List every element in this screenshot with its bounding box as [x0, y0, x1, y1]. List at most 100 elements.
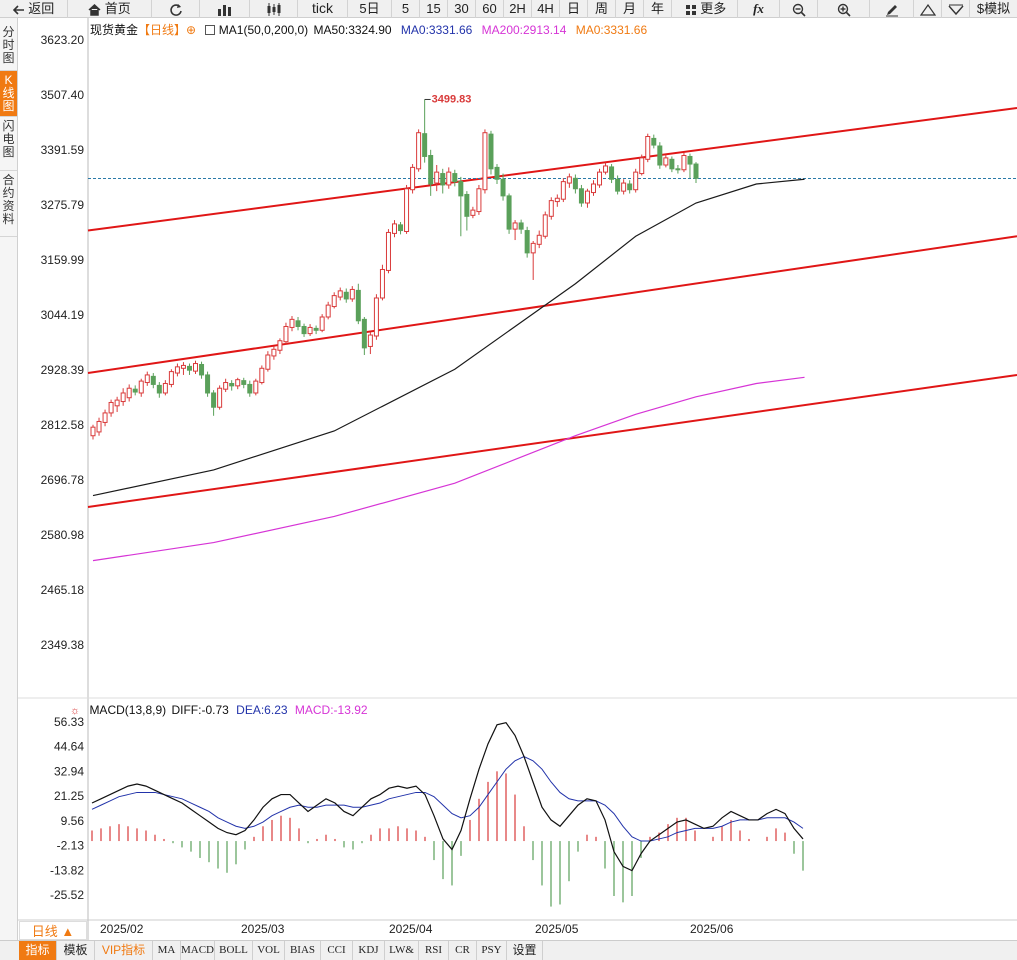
period-3-button[interactable]: 30	[448, 0, 476, 18]
period-1-button[interactable]: 5	[392, 0, 420, 18]
max-price-label: 3499.83	[432, 93, 472, 105]
indicator-tab-6[interactable]: VOL	[253, 941, 285, 960]
kline-chart[interactable]: 3623.203507.403391.593275.793159.993044.…	[0, 0, 1017, 940]
candle-body	[205, 374, 211, 394]
period-selector-button[interactable]: 日线 ▲	[19, 921, 87, 940]
candle-body	[651, 137, 657, 146]
price-tick-label: 2928.39	[41, 363, 85, 377]
indicator-tab-2[interactable]: VIP指标	[95, 941, 153, 960]
refresh-button[interactable]	[152, 0, 200, 18]
candle-body	[114, 399, 120, 407]
back-button[interactable]: 返回	[0, 0, 68, 18]
candle-body	[319, 316, 325, 331]
indicator-tab-8[interactable]: CCI	[321, 941, 353, 960]
candle-body	[681, 155, 687, 171]
triangle-up-button[interactable]	[914, 0, 942, 18]
simulate-button[interactable]: $模拟	[976, 1, 1011, 16]
candle-body	[500, 178, 506, 197]
candle-body	[506, 195, 512, 230]
ma-indicator-name: MA1(50,0,200,0)	[218, 23, 309, 37]
main-chart-legend: 现货黄金【日线】⊕ MA1(50,0,200,0) MA50:3324.90 M…	[90, 21, 647, 38]
indicator-tab-0[interactable]: 指标	[19, 941, 57, 960]
period-6-button[interactable]: 4H	[532, 0, 560, 18]
tab-kline[interactable]: K线图	[0, 71, 17, 117]
indicator-toggle-icon[interactable]	[205, 25, 216, 35]
indicator-tab-13[interactable]: PSY	[477, 941, 507, 960]
candle-body	[675, 168, 681, 171]
candle-body	[265, 354, 271, 370]
macd-tick-label: -25.52	[50, 888, 84, 902]
candle-body	[446, 171, 452, 186]
price-tick-label: 3391.59	[41, 143, 85, 157]
candle-body	[512, 222, 518, 230]
macd-diff-line	[91, 722, 804, 872]
indicator-tab-1[interactable]: 模板	[57, 941, 95, 960]
tab-timeshare[interactable]: 分时图	[0, 23, 17, 71]
indicator-tab-11[interactable]: RSI	[419, 941, 449, 960]
indicator-tab-14[interactable]: 设置	[507, 941, 543, 960]
candle-body	[536, 234, 542, 245]
period-9-button[interactable]: 月	[616, 0, 644, 18]
candle-body	[458, 181, 464, 197]
formula-button[interactable]: fx	[738, 0, 780, 18]
candle-body	[325, 304, 331, 318]
indicator-tab-12[interactable]: CR	[449, 941, 477, 960]
chart-type-button[interactable]	[200, 0, 250, 18]
zoom-in-button[interactable]	[818, 0, 870, 18]
triangle-down-button[interactable]	[942, 0, 970, 18]
candle-body	[597, 171, 603, 186]
pencil-icon	[885, 1, 899, 17]
indicator-tab-5[interactable]: BOLL	[215, 941, 253, 960]
draw-button[interactable]	[870, 0, 914, 18]
candlestick-button[interactable]	[250, 0, 298, 18]
candle-body	[307, 326, 313, 335]
macd-legend: ☼ MACD(13,8,9) DIFF:-0.73 DEA:6.23 MACD:…	[70, 703, 368, 717]
candlestick-icon	[265, 1, 283, 17]
indicator-tab-3[interactable]: MA	[153, 941, 181, 960]
candle-body	[168, 371, 174, 385]
price-tick-label: 2696.78	[41, 473, 85, 487]
macd-tick-label: 21.25	[54, 789, 84, 803]
macd-settings-icon[interactable]: ☼	[70, 705, 81, 717]
zoom-out-button[interactable]	[780, 0, 818, 18]
candle-body	[566, 176, 572, 184]
candle-body	[199, 363, 205, 376]
macd-diff-value: DIFF:-0.73	[171, 703, 229, 717]
tick-button[interactable]: tick	[298, 0, 348, 18]
macd-tick-label: -2.13	[57, 839, 85, 853]
period-0-button[interactable]: 5日	[348, 0, 392, 18]
candle-body	[440, 173, 446, 186]
time-tick-label: 2025/02	[100, 922, 144, 936]
period-7-button[interactable]: 日	[560, 0, 588, 18]
indicator-tab-10[interactable]: LW&	[385, 941, 419, 960]
tab-contract-info[interactable]: 合约资料	[0, 171, 17, 237]
period-10-button[interactable]: 年	[644, 0, 672, 18]
candle-body	[542, 214, 548, 237]
candle-body	[162, 382, 168, 394]
period-4-button[interactable]: 60	[476, 0, 504, 18]
home-button[interactable]: 首页	[68, 0, 152, 18]
settings-circle-icon[interactable]: ⊕	[186, 23, 197, 37]
tab-flash-chart[interactable]: 闪电图	[0, 117, 17, 171]
candle-body	[289, 318, 295, 328]
indicator-tab-7[interactable]: BIAS	[285, 941, 321, 960]
indicator-tab-4[interactable]: MACD	[181, 941, 215, 960]
period-label: 【日线】	[138, 23, 187, 37]
candle-body	[90, 426, 96, 437]
period-8-button[interactable]: 周	[588, 0, 616, 18]
period-5-button[interactable]: 2H	[504, 0, 532, 18]
back-label: 返回	[28, 1, 55, 16]
candle-body	[150, 375, 156, 385]
candle-body	[301, 325, 307, 335]
indicator-tab-bar: 指标 模板 VIP指标 MA MACD BOLL VOL BIAS CCI KDJ LW& RSI CR…	[0, 940, 1017, 960]
macd-tick-label: 32.94	[54, 764, 84, 778]
indicator-tab-9[interactable]: KDJ	[353, 941, 385, 960]
macd-tick-label: 56.33	[54, 715, 84, 729]
more-button[interactable]: 更多	[674, 0, 738, 18]
period-2-button[interactable]: 15	[420, 0, 448, 18]
macd-tick-label: 44.64	[54, 740, 84, 754]
candle-body	[373, 297, 379, 337]
candle-body	[132, 388, 138, 393]
candle-body	[229, 382, 235, 387]
price-tick-label: 2580.98	[41, 528, 85, 542]
